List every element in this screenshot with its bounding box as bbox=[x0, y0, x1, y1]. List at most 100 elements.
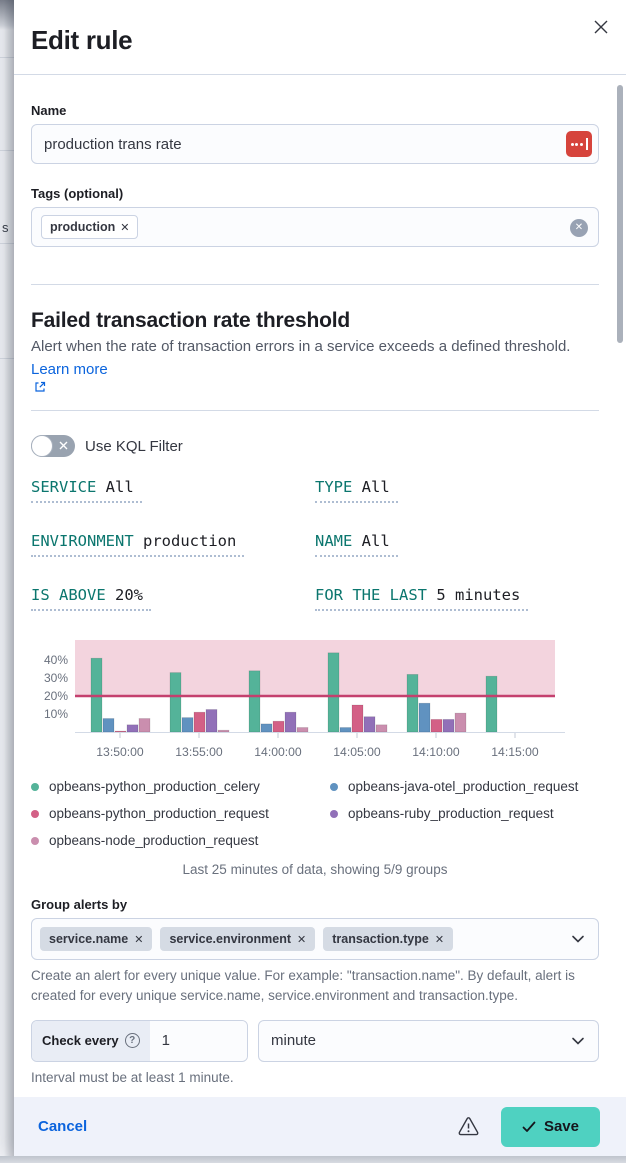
legend-item[interactable]: opbeans-python_production_celery bbox=[31, 777, 330, 796]
scrollbar-thumb[interactable] bbox=[617, 85, 623, 343]
preview-chart: 10% 20% 30% 40% 13:50:00 13:55:00 14:00:00 14:0… bbox=[31, 636, 599, 764]
bar bbox=[284, 711, 297, 733]
group-by-pill[interactable]: transaction.type ✕ bbox=[323, 927, 454, 951]
background-dark-block bbox=[0, 0, 14, 30]
flyout-body: Name Tags (optional) production ✕ ✕ Faile… bbox=[14, 76, 626, 1097]
interval-value-input[interactable] bbox=[149, 1020, 247, 1061]
kql-filter-toggle[interactable] bbox=[31, 435, 75, 457]
question-icon[interactable]: ? bbox=[124, 1033, 140, 1048]
rule-type-description: Alert when the rate of transaction error… bbox=[31, 336, 591, 393]
rule-expression-grid: SERVICE All TYPE All ENVIRONMENT productio… bbox=[31, 478, 599, 611]
bar bbox=[351, 704, 364, 733]
save-button[interactable]: Save bbox=[500, 1106, 600, 1147]
legend-series-label: opbeans-python_production_celery bbox=[49, 779, 260, 794]
expression-service[interactable]: SERVICE All bbox=[31, 478, 142, 503]
expression-label: FOR THE LAST bbox=[315, 586, 427, 604]
chevron-down-icon[interactable] bbox=[570, 931, 586, 947]
expression-is-above[interactable]: IS ABOVE 20% bbox=[31, 586, 151, 611]
bar bbox=[114, 730, 127, 733]
expression-value: All bbox=[105, 478, 134, 496]
rule-description-text: Alert when the rate of transaction error… bbox=[31, 338, 571, 355]
group-by-pill[interactable]: service.name ✕ bbox=[40, 927, 153, 951]
expression-type[interactable]: TYPE All bbox=[315, 478, 398, 503]
page-bottom-edge bbox=[0, 1156, 626, 1163]
chart-caption: Last 25 minutes of data, showing 5/9 gro… bbox=[182, 862, 448, 877]
check-every-prepend: Check every ? bbox=[32, 1020, 150, 1061]
chart-legend: opbeans-python_production_celery opbeans-… bbox=[31, 777, 599, 850]
remove-group-by-icon[interactable]: ✕ bbox=[434, 933, 445, 946]
bar bbox=[442, 719, 455, 733]
bar bbox=[327, 652, 340, 733]
legend-item[interactable]: opbeans-python_production_request bbox=[31, 804, 330, 823]
expression-value: 20% bbox=[115, 586, 143, 604]
bar bbox=[339, 727, 352, 733]
bar bbox=[454, 712, 467, 733]
flyout-footer: Cancel Save bbox=[14, 1097, 626, 1156]
bar bbox=[205, 709, 218, 733]
x-axis-tick-label: 14:10:00 bbox=[412, 745, 460, 759]
edit-rule-flyout: Edit rule Name Tags (optional) productio… bbox=[14, 0, 626, 1156]
background-divider bbox=[0, 358, 14, 359]
tags-label: Tags (optional) bbox=[31, 186, 124, 201]
tag-pill[interactable]: production ✕ bbox=[41, 215, 139, 239]
learn-more-link[interactable]: Learn more bbox=[31, 361, 591, 394]
remove-group-by-icon[interactable]: ✕ bbox=[297, 933, 307, 946]
remove-tag-icon[interactable]: ✕ bbox=[120, 221, 130, 234]
clear-tags-icon[interactable]: ✕ bbox=[570, 219, 588, 237]
group-alerts-by-label: Group alerts by bbox=[31, 897, 128, 912]
legend-item[interactable]: opbeans-node_production_request bbox=[31, 831, 330, 850]
tags-input[interactable]: production ✕ ✕ bbox=[31, 207, 599, 247]
bar bbox=[193, 711, 206, 733]
group-by-combobox[interactable]: service.name ✕ service.environment ✕ transac… bbox=[31, 918, 599, 960]
bar bbox=[363, 716, 376, 733]
check-every-label: Check every bbox=[42, 1033, 119, 1048]
bar bbox=[126, 724, 139, 733]
interval-unit-value: minute bbox=[271, 1032, 317, 1049]
bar bbox=[296, 727, 309, 733]
legend-color-dot bbox=[330, 809, 338, 818]
legend-series-label: opbeans-python_production_request bbox=[49, 806, 269, 821]
legend-series-label: opbeans-java-otel_production_request bbox=[348, 779, 579, 794]
flyout-header: Edit rule bbox=[14, 0, 626, 75]
expression-label: ENVIRONMENT bbox=[31, 532, 134, 550]
toggle-thumb bbox=[31, 435, 53, 457]
interval-unit-select[interactable]: minute bbox=[258, 1019, 599, 1062]
close-icon[interactable] bbox=[588, 14, 614, 40]
legend-color-dot bbox=[31, 836, 39, 845]
bar bbox=[485, 675, 498, 733]
expression-name[interactable]: NAME All bbox=[315, 532, 398, 557]
background-divider bbox=[0, 243, 14, 244]
legend-item[interactable]: opbeans-ruby_production_request bbox=[330, 804, 578, 823]
expression-environment[interactable]: ENVIRONMENT production bbox=[31, 532, 245, 557]
name-label: Name bbox=[31, 103, 67, 118]
bar bbox=[406, 674, 419, 733]
legend-color-dot bbox=[31, 782, 39, 791]
check-interval-row: Check every ? minute bbox=[31, 1019, 599, 1062]
group-by-pill[interactable]: service.environment ✕ bbox=[160, 927, 316, 951]
toggle-off-x-icon bbox=[59, 441, 68, 450]
background-page: s bbox=[0, 0, 14, 1163]
divider bbox=[31, 410, 599, 411]
flyout-shadow bbox=[4, 0, 14, 1163]
rule-name-input[interactable] bbox=[31, 124, 599, 164]
chevron-down-icon[interactable] bbox=[570, 1033, 586, 1049]
expression-value: production bbox=[143, 532, 237, 550]
interval-help-text: Interval must be at least 1 minute. bbox=[31, 1069, 234, 1085]
x-axis-tick-label: 13:50:00 bbox=[96, 745, 144, 759]
tag-pill-label: production bbox=[50, 220, 116, 234]
expression-label: TYPE bbox=[315, 478, 353, 496]
legend-item[interactable]: opbeans-java-otel_production_request bbox=[330, 777, 578, 796]
bar bbox=[217, 729, 230, 733]
expression-label: IS ABOVE bbox=[31, 586, 106, 604]
cancel-button[interactable]: Cancel bbox=[38, 1118, 88, 1135]
background-divider bbox=[0, 150, 14, 151]
rule-type-heading: Failed transaction rate threshold bbox=[31, 309, 350, 332]
bar bbox=[418, 702, 431, 733]
y-axis-tick-label: 10% bbox=[44, 707, 68, 721]
x-axis-tick-label: 14:05:00 bbox=[333, 745, 381, 759]
expression-value: 5 minutes bbox=[436, 586, 521, 604]
remove-group-by-icon[interactable]: ✕ bbox=[134, 933, 144, 946]
expression-for-the-last[interactable]: FOR THE LAST 5 minutes bbox=[315, 586, 529, 611]
password-manager-icon[interactable] bbox=[566, 131, 592, 157]
